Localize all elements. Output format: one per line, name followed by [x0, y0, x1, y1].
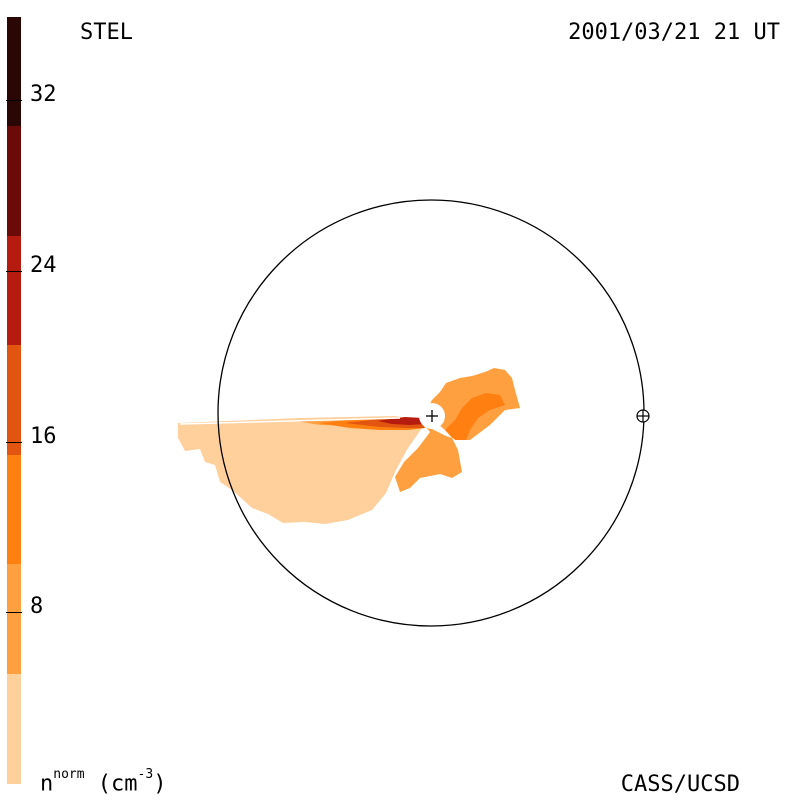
colorbar-segment [7, 126, 21, 237]
colorbar-segment [7, 454, 21, 565]
colorbar-tick [6, 271, 22, 272]
units-base: n [40, 771, 54, 797]
density-region-level-5 [378, 417, 425, 425]
units-label: nnorm (cm-3) [40, 768, 167, 797]
colorbar-tick [6, 100, 22, 101]
units-exponent: -3 [137, 767, 154, 782]
colorbar-segment [7, 17, 21, 127]
credit-label: CASS/UCSD [620, 772, 740, 797]
units-rest: (cm [84, 771, 138, 797]
density-region-level-2 [296, 368, 520, 492]
colorbar-segment [7, 235, 21, 346]
datetime-label: 2001/03/21 21 UT [568, 20, 780, 45]
colorbar-tick-label: 32 [30, 82, 57, 107]
density-region-level-1 [178, 416, 422, 524]
colorbar [7, 17, 21, 784]
streak-line [179, 417, 401, 425]
units-superscript: norm [53, 767, 85, 782]
units-close: ) [153, 771, 167, 797]
colorbar-tick-label: 16 [30, 424, 57, 449]
colorbar-tick-label: 24 [30, 253, 57, 278]
colorbar-segment [7, 564, 21, 675]
site-label: STEL [80, 20, 133, 45]
earth-icon [636, 409, 650, 423]
colorbar-tick-label: 8 [30, 594, 44, 619]
colorbar-tick [6, 442, 22, 443]
density-region-level-3 [445, 393, 505, 440]
colorbar-segment [7, 345, 21, 456]
colorbar-tick [6, 612, 22, 613]
colorbar-segment [7, 673, 21, 784]
